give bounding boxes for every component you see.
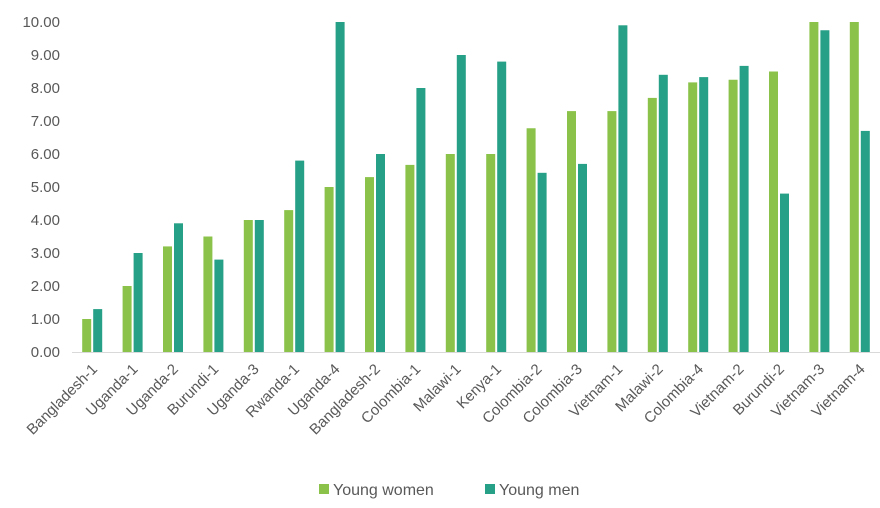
- bar-young-men-colombia-2: [537, 172, 547, 352]
- bar-young-women-bangladesh-1: [82, 319, 92, 352]
- y-tick-label: 3.00: [31, 245, 60, 262]
- bar-young-women-uganda-2: [163, 246, 172, 352]
- bar-young-men-vietnam-2: [739, 65, 749, 352]
- bar-young-women-kenya-1: [486, 154, 496, 352]
- y-tick-label: 1.00: [31, 311, 60, 328]
- y-axis: 0.00 1.00 2.00 3.00 4.00 5.00 6.00 7.00 8.00 9.00…: [22, 14, 60, 361]
- bar-young-men-uganda-4: [335, 22, 345, 352]
- y-tick-label: 2.00: [31, 278, 60, 295]
- y-tick-label: 10.00: [22, 14, 60, 31]
- x-axis-labels: Bangladesh-1Uganda-1Uganda-2Burundi-1Uga…: [24, 361, 869, 438]
- bar-young-men-uganda-2: [174, 223, 183, 352]
- y-tick-label: 0.00: [31, 344, 60, 361]
- bar-young-women-vietnam-4: [849, 22, 859, 352]
- legend-label-young-men: Young men: [499, 482, 579, 499]
- legend-swatch-young-men: [485, 484, 495, 494]
- bars: [82, 22, 870, 353]
- bar-young-women-uganda-1: [122, 286, 132, 352]
- bar-young-women-bangladesh-2: [365, 177, 374, 352]
- bar-young-women-vietnam-3: [809, 22, 819, 352]
- legend-swatch-young-women: [319, 484, 329, 494]
- bar-young-men-colombia-1: [416, 88, 426, 352]
- bar-young-women-burundi-1: [203, 236, 213, 352]
- bar-young-men-vietnam-3: [820, 30, 830, 352]
- legend-label-young-women: Young women: [333, 482, 434, 499]
- bar-young-men-burundi-2: [780, 193, 789, 352]
- bar-young-men-uganda-3: [254, 220, 264, 352]
- bar-young-men-colombia-4: [699, 77, 709, 353]
- bar-young-women-colombia-3: [567, 111, 576, 352]
- y-tick-label: 5.00: [31, 179, 60, 196]
- bar-young-men-vietnam-4: [860, 130, 870, 352]
- bar-young-men-malawi-1: [456, 55, 466, 352]
- bar-young-men-rwanda-1: [295, 160, 305, 352]
- bar-young-women-rwanda-1: [284, 210, 294, 352]
- bar-young-men-vietnam-1: [618, 25, 628, 353]
- bar-young-women-colombia-2: [526, 128, 536, 352]
- bar-young-men-burundi-1: [214, 259, 224, 352]
- y-tick-label: 6.00: [31, 146, 60, 163]
- bar-young-men-bangladesh-1: [93, 309, 103, 352]
- bar-young-women-burundi-2: [769, 71, 778, 352]
- bar-young-women-malawi-2: [647, 97, 657, 353]
- bar-young-men-kenya-1: [497, 61, 507, 352]
- bar-young-women-vietnam-1: [607, 111, 617, 352]
- legend: Young women Young men: [319, 482, 579, 499]
- bar-young-men-malawi-2: [658, 74, 668, 353]
- y-tick-label: 9.00: [31, 47, 60, 64]
- bar-young-women-uganda-3: [243, 220, 253, 352]
- y-tick-label: 4.00: [31, 212, 60, 229]
- bar-young-men-colombia-3: [578, 163, 587, 352]
- y-tick-label: 8.00: [31, 80, 60, 97]
- bar-young-women-malawi-1: [445, 154, 455, 352]
- y-tick-label: 7.00: [31, 113, 60, 130]
- bar-young-women-colombia-1: [405, 164, 415, 352]
- bar-young-women-vietnam-2: [728, 79, 738, 352]
- bar-young-men-bangladesh-2: [376, 154, 385, 352]
- bar-young-women-colombia-4: [688, 82, 698, 352]
- bar-young-men-uganda-1: [133, 253, 143, 352]
- bar-young-women-uganda-4: [324, 187, 334, 352]
